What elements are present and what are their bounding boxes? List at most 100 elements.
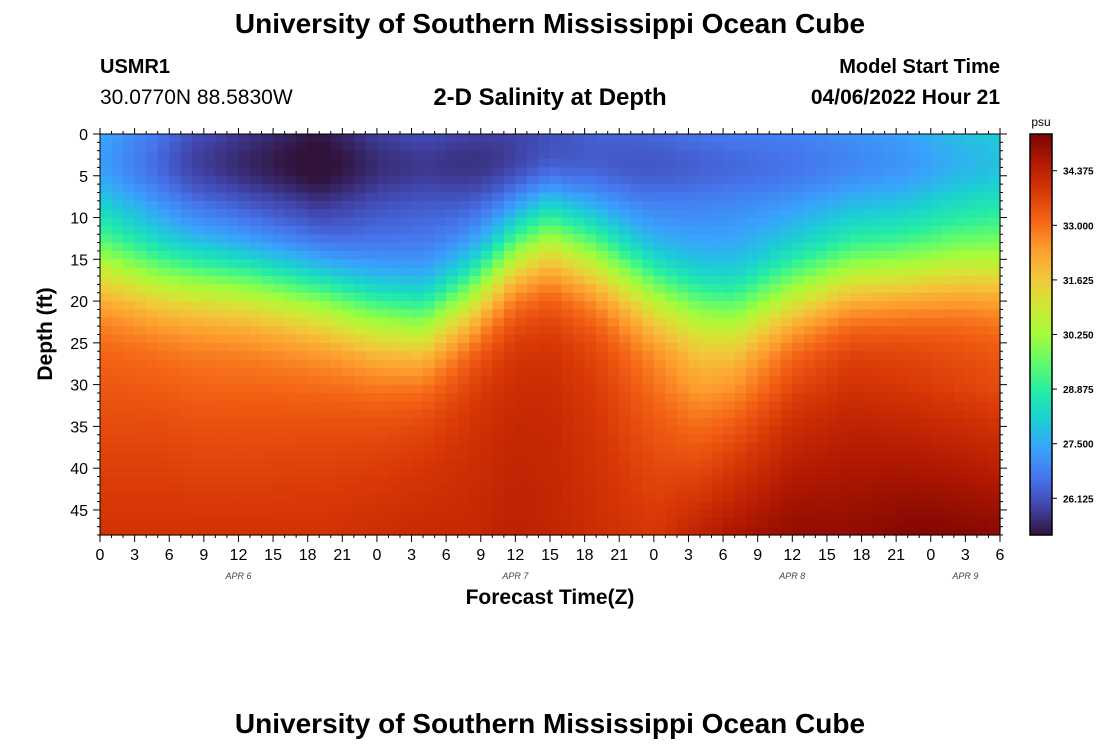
heatmap-cell <box>423 192 436 202</box>
heatmap-cell <box>607 142 620 152</box>
heatmap-cell <box>180 451 193 461</box>
heatmap-cell <box>134 484 147 494</box>
heatmap-cell <box>688 309 701 319</box>
heatmap-cell <box>988 443 1001 453</box>
heatmap-cell <box>780 451 793 461</box>
heatmap-cell <box>365 509 378 519</box>
heatmap-cell <box>930 301 943 311</box>
heatmap-cell <box>434 426 447 436</box>
heatmap-cell <box>400 443 413 453</box>
heatmap-cell <box>757 309 770 319</box>
heatmap-cell <box>607 225 620 235</box>
heatmap-cell <box>907 459 920 469</box>
heatmap-cell <box>157 200 170 210</box>
heatmap-cell <box>838 501 851 511</box>
heatmap-cell <box>711 451 724 461</box>
heatmap-cell <box>319 259 332 269</box>
heatmap-cell <box>780 501 793 511</box>
x-tick-label: 18 <box>299 547 317 564</box>
heatmap-cell <box>723 418 736 427</box>
heatmap-cell <box>134 175 147 185</box>
heatmap-cell <box>192 184 205 194</box>
heatmap-cell <box>850 342 863 352</box>
heatmap-cell <box>146 150 159 160</box>
heatmap-cell <box>134 142 147 152</box>
heatmap-cell <box>769 376 782 386</box>
heatmap-cell <box>100 392 113 402</box>
heatmap-cell <box>873 134 886 143</box>
heatmap-cell <box>769 209 782 219</box>
heatmap-cell <box>400 468 413 478</box>
heatmap-cell <box>284 501 297 511</box>
heatmap-cell <box>319 175 332 185</box>
heatmap-cell <box>953 384 966 394</box>
heatmap-cell <box>376 192 390 202</box>
heatmap-cell <box>815 367 828 377</box>
heatmap-cell <box>850 134 863 143</box>
heatmap-cell <box>100 434 113 444</box>
heatmap-cell <box>711 150 724 160</box>
heatmap-cell <box>226 292 240 302</box>
heatmap-cell <box>261 476 274 486</box>
heatmap-cell <box>561 509 574 519</box>
heatmap-cell <box>284 484 297 494</box>
heatmap-cell <box>134 317 147 327</box>
heatmap-cell <box>619 200 632 210</box>
heatmap-cell <box>630 175 643 185</box>
heatmap-cell <box>100 317 113 327</box>
heatmap-cell <box>296 259 309 269</box>
heatmap-cell <box>826 334 840 344</box>
heatmap-cell <box>469 459 482 469</box>
heatmap-cell <box>492 409 505 419</box>
heatmap-cell <box>896 384 909 394</box>
heatmap-cell <box>400 234 413 244</box>
heatmap-cell <box>642 392 655 402</box>
heatmap-cell <box>319 367 332 377</box>
heatmap-cell <box>538 250 551 260</box>
heatmap-cell <box>803 359 816 369</box>
heatmap-cell <box>561 242 574 252</box>
heatmap-cell <box>261 401 274 411</box>
heatmap-cell <box>792 167 805 177</box>
heatmap-cell <box>873 167 886 177</box>
x-tick-label: 9 <box>199 547 208 564</box>
heatmap-cell <box>238 192 251 202</box>
heatmap-cell <box>238 409 251 419</box>
heatmap-cell <box>319 401 332 411</box>
heatmap-cell <box>573 276 586 285</box>
heatmap-cell <box>734 225 747 235</box>
heatmap-cell <box>815 217 828 227</box>
heatmap-cell <box>180 200 193 210</box>
heatmap-cell <box>850 359 863 369</box>
heatmap-cell <box>273 175 286 185</box>
heatmap-cell <box>100 209 113 219</box>
heatmap-cell <box>492 493 505 503</box>
heatmap-cell <box>238 342 251 352</box>
heatmap-cell <box>180 468 193 478</box>
heatmap-cell <box>457 401 470 411</box>
heatmap-cell <box>250 476 263 486</box>
heatmap-cell <box>469 200 482 210</box>
heatmap-cell <box>907 301 920 311</box>
heatmap-cell <box>988 401 1001 411</box>
heatmap-cell <box>365 418 378 427</box>
heatmap-cell <box>238 367 251 377</box>
heatmap-cell <box>630 409 643 419</box>
heatmap-cell <box>700 159 713 169</box>
heatmap-cell <box>850 468 863 478</box>
heatmap-cell <box>884 259 897 269</box>
heatmap-cell <box>238 225 251 235</box>
heatmap-cell <box>573 392 586 402</box>
heatmap-cell <box>757 342 770 352</box>
heatmap-cell <box>884 484 897 494</box>
heatmap-cell <box>307 225 320 235</box>
heatmap-cell <box>180 184 193 194</box>
heatmap-cell <box>850 493 863 503</box>
heatmap-cell <box>330 192 343 202</box>
heatmap-cell <box>734 476 747 486</box>
heatmap-cell <box>976 225 990 235</box>
heatmap-cell <box>250 334 263 344</box>
heatmap-cell <box>226 518 240 528</box>
heatmap-cell <box>226 200 240 210</box>
